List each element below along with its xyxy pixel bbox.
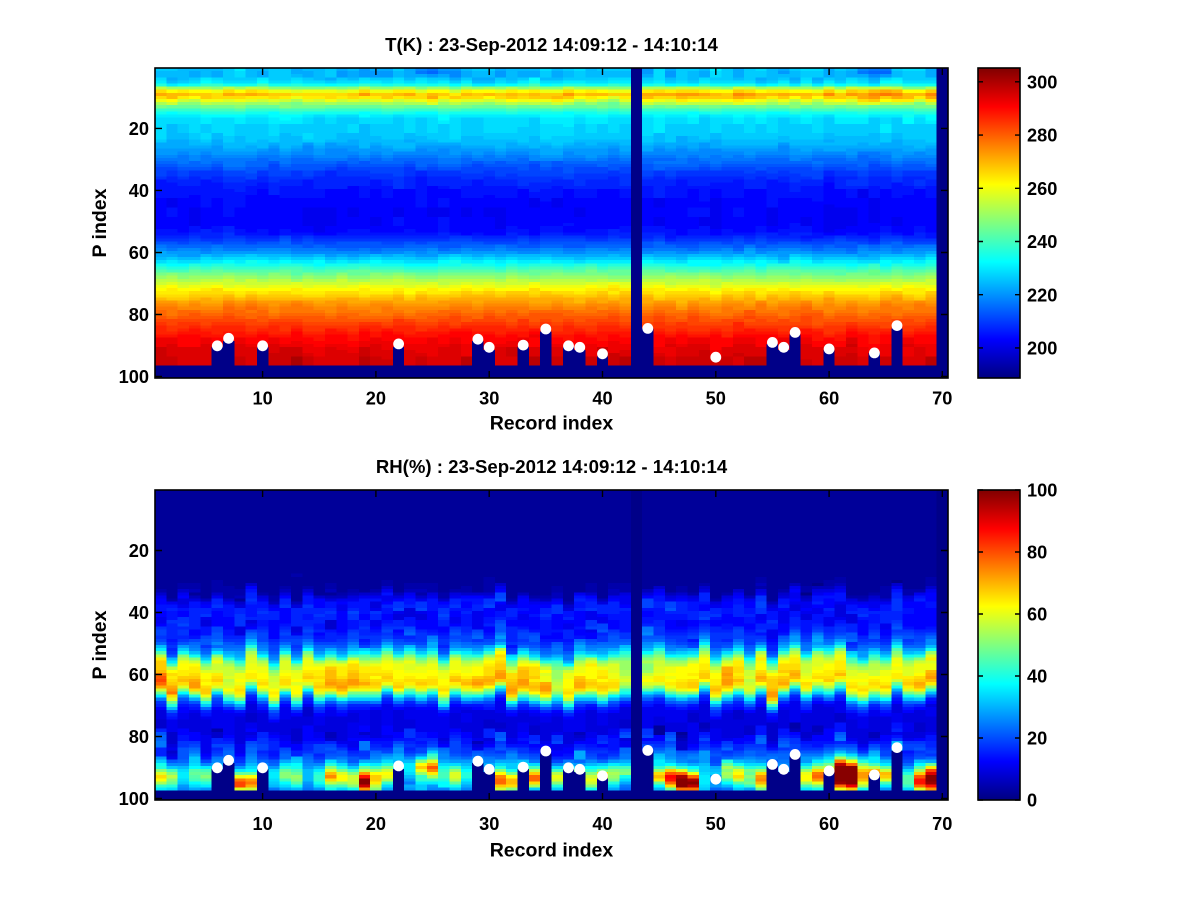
svg-text:P index: P index bbox=[89, 610, 111, 679]
svg-text:60: 60 bbox=[129, 665, 149, 685]
svg-text:Record index: Record index bbox=[490, 412, 614, 434]
svg-text:30: 30 bbox=[479, 814, 499, 834]
svg-text:40: 40 bbox=[1027, 667, 1047, 687]
svg-text:40: 40 bbox=[592, 388, 612, 408]
svg-text:280: 280 bbox=[1027, 126, 1057, 146]
svg-text:T(K) : 23-Sep-2012 14:09:12 -: T(K) : 23-Sep-2012 14:09:12 - 14:10:14 bbox=[385, 34, 718, 55]
svg-text:40: 40 bbox=[129, 603, 149, 623]
svg-text:10: 10 bbox=[252, 814, 272, 834]
svg-text:20: 20 bbox=[1027, 729, 1047, 749]
svg-text:30: 30 bbox=[479, 388, 499, 408]
svg-text:0: 0 bbox=[1027, 791, 1037, 811]
svg-text:60: 60 bbox=[819, 814, 839, 834]
svg-text:50: 50 bbox=[706, 814, 726, 834]
svg-text:40: 40 bbox=[592, 814, 612, 834]
svg-text:100: 100 bbox=[119, 367, 149, 387]
svg-text:20: 20 bbox=[366, 814, 386, 834]
svg-text:200: 200 bbox=[1027, 339, 1057, 359]
svg-text:20: 20 bbox=[129, 541, 149, 561]
svg-text:100: 100 bbox=[119, 789, 149, 809]
svg-text:70: 70 bbox=[932, 814, 952, 834]
svg-text:70: 70 bbox=[932, 388, 952, 408]
svg-text:60: 60 bbox=[819, 388, 839, 408]
svg-text:300: 300 bbox=[1027, 72, 1057, 92]
svg-text:40: 40 bbox=[129, 181, 149, 201]
svg-text:240: 240 bbox=[1027, 232, 1057, 252]
svg-text:10: 10 bbox=[252, 388, 272, 408]
svg-text:80: 80 bbox=[129, 305, 149, 325]
svg-text:P index: P index bbox=[89, 188, 111, 257]
svg-text:20: 20 bbox=[129, 119, 149, 139]
svg-text:60: 60 bbox=[129, 243, 149, 263]
svg-text:220: 220 bbox=[1027, 285, 1057, 305]
svg-text:60: 60 bbox=[1027, 605, 1047, 625]
svg-text:50: 50 bbox=[706, 388, 726, 408]
svg-text:RH(%) : 23-Sep-2012 14:09:12 -: RH(%) : 23-Sep-2012 14:09:12 - 14:10:14 bbox=[376, 456, 728, 477]
svg-text:80: 80 bbox=[129, 727, 149, 747]
svg-text:Record index: Record index bbox=[490, 839, 614, 861]
svg-text:100: 100 bbox=[1027, 481, 1057, 501]
svg-text:20: 20 bbox=[366, 388, 386, 408]
svg-text:80: 80 bbox=[1027, 543, 1047, 563]
svg-text:260: 260 bbox=[1027, 179, 1057, 199]
